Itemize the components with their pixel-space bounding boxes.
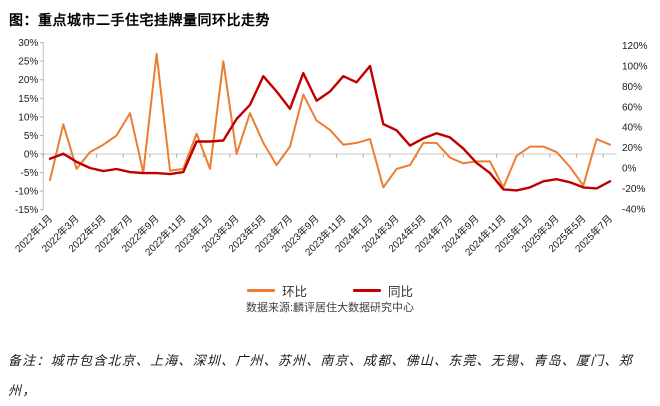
- data-source-caption: 数据来源:麟评居住大数据研究中心: [245, 302, 415, 314]
- footnote: 备注：城市包含北京、上海、深圳、广州、苏州、南京、成都、佛山、东莞、无锡、青岛、…: [8, 346, 654, 406]
- y-axis-right-label: 60%: [622, 102, 642, 113]
- footnote-line-1: 备注：城市包含北京、上海、深圳、广州、苏州、南京、成都、佛山、东莞、无锡、青岛、…: [8, 353, 633, 398]
- chart-title: 图：重点城市二手住宅挂牌量同环比走势: [9, 12, 270, 28]
- y-axis-right-label: 0%: [622, 164, 637, 175]
- trend-chart-canvas: 30% 25% 20% 15% 10% 5% 0% -5% -10% -15% 120% 100% 80…: [12, 38, 648, 258]
- y-axis-left-label: 0%: [24, 150, 39, 161]
- y-axis-left-label: 10%: [18, 112, 38, 123]
- legend-swatch-mom: [246, 289, 275, 292]
- y-axis-right-label: 80%: [622, 82, 642, 93]
- y-axis-left-label: 5%: [24, 131, 39, 142]
- y-axis-right-label: 40%: [622, 123, 642, 134]
- y-axis-left-label: -5%: [21, 168, 39, 179]
- legend-item-mom: 环比: [246, 281, 307, 300]
- chart-legend: 环比 同比: [0, 281, 660, 300]
- y-axis-right-label: 120%: [622, 41, 648, 52]
- line-series-0: [49, 52, 611, 189]
- y-axis-left-label: 20%: [18, 75, 38, 86]
- legend-item-yoy: 同比: [353, 281, 413, 300]
- y-axis-left-label: 15%: [18, 94, 38, 105]
- y-axis-right-label: 100%: [622, 62, 648, 73]
- legend-label-mom: 环比: [281, 285, 307, 299]
- y-axis-left-label: 30%: [18, 38, 38, 49]
- y-axis-left-label: 25%: [18, 57, 38, 68]
- line-series-1: [48, 64, 612, 192]
- y-axis-right-label: 20%: [622, 143, 642, 154]
- y-axis-left-label: -15%: [15, 205, 38, 216]
- legend-swatch-yoy: [353, 289, 381, 292]
- y-axis-right-label: -20%: [622, 184, 645, 195]
- legend-label-yoy: 同比: [388, 285, 414, 299]
- y-axis-left-label: -10%: [15, 187, 38, 198]
- y-axis-right-label: -40%: [622, 204, 645, 215]
